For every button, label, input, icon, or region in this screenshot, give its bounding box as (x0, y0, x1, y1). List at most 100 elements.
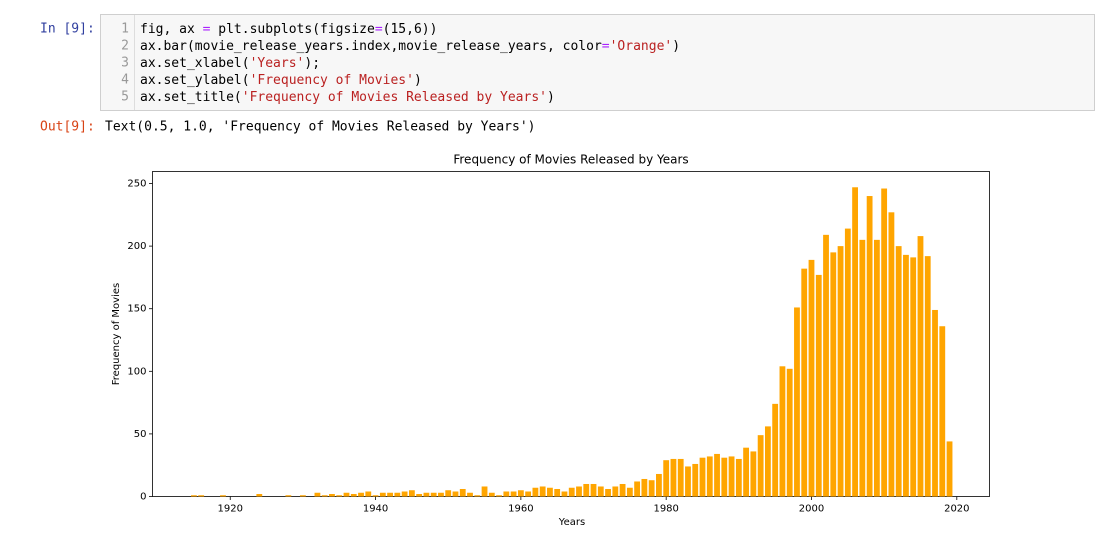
bar (517, 490, 524, 497)
bar (329, 493, 335, 497)
code-line: ax.set_ylabel('Frequency of Movies') (140, 73, 422, 88)
bar (198, 495, 205, 497)
bar (365, 491, 372, 497)
code-line: ax.set_xlabel('Years'); (140, 56, 320, 71)
x-axis-label: Years (558, 517, 585, 528)
bar (561, 491, 568, 497)
line-number: 2 (121, 39, 129, 54)
bar (568, 487, 575, 497)
bar (372, 495, 379, 497)
code-line: ax.bar(movie_release_years.index,movie_r… (140, 39, 680, 54)
code-token: 'Frequency of Movies Released by Years' (242, 90, 547, 105)
bar (663, 460, 670, 497)
bar (597, 486, 604, 497)
in-prompt: In [9]: (40, 22, 95, 37)
bar (605, 488, 611, 497)
bar (423, 492, 430, 497)
bar (837, 246, 844, 497)
chart-title: Frequency of Movies Released by Years (453, 153, 688, 167)
bar (496, 495, 502, 497)
bar (757, 435, 764, 497)
bar (692, 463, 699, 497)
bar (510, 491, 517, 497)
code-token: ); (304, 56, 320, 71)
bar (866, 196, 873, 497)
bar (823, 234, 829, 497)
bar (467, 492, 473, 497)
bar (881, 188, 888, 497)
bar (430, 492, 437, 497)
bar (656, 473, 662, 497)
line-number: 3 (121, 56, 129, 71)
bar (532, 487, 539, 497)
bar (735, 458, 742, 497)
code-line: ax.set_title('Frequency of Movies Releas… (140, 90, 555, 105)
bar (314, 492, 321, 497)
bar (583, 483, 590, 497)
y-axis-label: Frequency of Movies (111, 283, 122, 385)
bar (474, 495, 481, 497)
bar (445, 490, 452, 497)
bar (438, 492, 444, 497)
code-token: ) (547, 90, 555, 105)
x-tick-label: 2020 (944, 504, 969, 515)
bar (488, 492, 495, 497)
bar (939, 326, 946, 497)
bar (612, 486, 619, 497)
bar (387, 492, 393, 497)
bar (714, 453, 720, 497)
bar (648, 480, 655, 497)
bar (895, 246, 902, 497)
bar (685, 466, 691, 497)
bar (452, 491, 459, 497)
code-token: (15,6)) (383, 22, 438, 37)
bar (873, 239, 880, 497)
bar (677, 458, 684, 497)
y-tick-label: 250 (127, 179, 146, 190)
y-tick-label: 0 (140, 492, 146, 503)
bar (321, 495, 328, 497)
line-number: 1 (121, 22, 129, 37)
code-box[interactable] (100, 14, 1095, 111)
bar (932, 309, 938, 497)
bar (539, 486, 546, 497)
bar (764, 426, 771, 497)
code-token: fig, ax (140, 22, 203, 37)
y-tick-label: 100 (127, 366, 146, 377)
bar (481, 486, 488, 497)
bar (750, 451, 757, 497)
bar (256, 493, 263, 497)
code-token: 'Years' (250, 56, 305, 71)
out-prompt: Out[9]: (40, 120, 95, 135)
y-tick-label: 150 (127, 304, 146, 315)
code-token: plt.subplots(figsize (210, 22, 375, 37)
bar (554, 488, 561, 497)
bar (786, 368, 793, 497)
bar (844, 228, 851, 497)
output-text: Text(0.5, 1.0, 'Frequency of Movies Rele… (105, 120, 535, 135)
bar (459, 488, 466, 497)
bar (779, 366, 786, 497)
bar (547, 487, 553, 497)
line-number: 5 (121, 90, 129, 105)
bar (350, 493, 357, 497)
bar (728, 456, 735, 497)
bar (859, 239, 866, 497)
bar (619, 483, 626, 497)
x-tick-label: 1960 (508, 504, 533, 515)
x-tick-label: 2000 (799, 504, 824, 515)
code-token: ax.bar(movie_release_years.index,movie_r… (140, 39, 602, 54)
bar (379, 492, 386, 497)
bar (503, 491, 510, 497)
bar (626, 487, 633, 497)
code-line: fig, ax = plt.subplots(figsize=(15,6)) (140, 22, 437, 37)
bar (910, 257, 917, 497)
bar (401, 491, 408, 497)
x-tick-label: 1940 (363, 504, 388, 515)
bar (416, 493, 423, 497)
bar (924, 256, 931, 497)
bar (576, 486, 582, 497)
y-tick-label: 50 (134, 429, 147, 440)
bar (888, 212, 895, 497)
